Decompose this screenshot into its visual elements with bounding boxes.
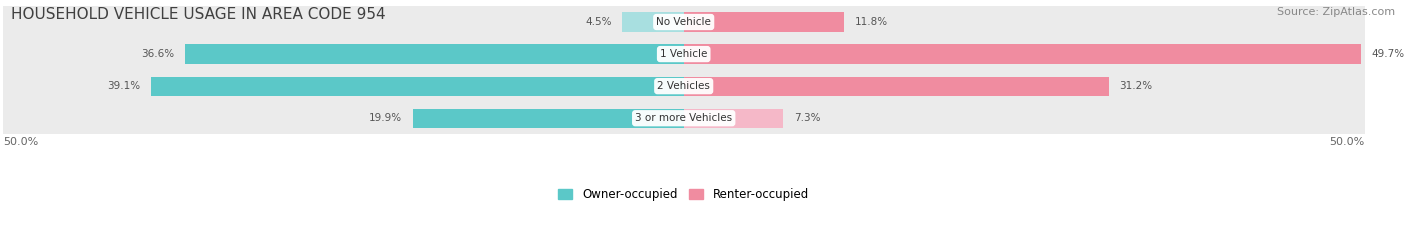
- Bar: [623, 12, 683, 32]
- Text: 50.0%: 50.0%: [3, 137, 38, 147]
- Legend: Owner-occupied, Renter-occupied: Owner-occupied, Renter-occupied: [554, 183, 814, 206]
- Text: No Vehicle: No Vehicle: [657, 17, 711, 27]
- Bar: [683, 76, 1108, 96]
- Bar: [3, 38, 1365, 70]
- Text: 4.5%: 4.5%: [585, 17, 612, 27]
- Text: 3 or more Vehicles: 3 or more Vehicles: [636, 113, 733, 123]
- Bar: [3, 102, 1365, 134]
- Bar: [152, 76, 683, 96]
- Text: 11.8%: 11.8%: [855, 17, 889, 27]
- Bar: [413, 109, 683, 128]
- Text: 7.3%: 7.3%: [794, 113, 821, 123]
- Text: HOUSEHOLD VEHICLE USAGE IN AREA CODE 954: HOUSEHOLD VEHICLE USAGE IN AREA CODE 954: [11, 7, 385, 22]
- Bar: [683, 45, 1361, 64]
- Bar: [186, 45, 683, 64]
- Text: Source: ZipAtlas.com: Source: ZipAtlas.com: [1277, 7, 1395, 17]
- Text: 31.2%: 31.2%: [1119, 81, 1153, 91]
- Text: 2 Vehicles: 2 Vehicles: [657, 81, 710, 91]
- Bar: [683, 12, 845, 32]
- Text: 1 Vehicle: 1 Vehicle: [659, 49, 707, 59]
- Bar: [683, 109, 783, 128]
- Text: 50.0%: 50.0%: [1330, 137, 1365, 147]
- Text: 19.9%: 19.9%: [368, 113, 402, 123]
- Text: 36.6%: 36.6%: [141, 49, 174, 59]
- Bar: [3, 70, 1365, 102]
- Text: 39.1%: 39.1%: [107, 81, 141, 91]
- Text: 49.7%: 49.7%: [1371, 49, 1405, 59]
- Bar: [3, 6, 1365, 38]
